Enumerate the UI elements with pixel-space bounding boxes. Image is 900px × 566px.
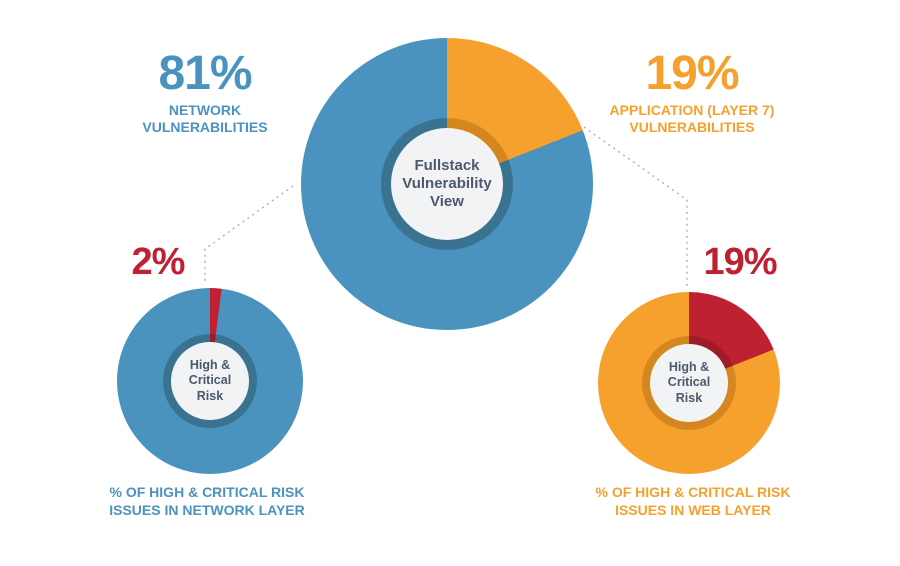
application-callout: 19% APPLICATION (LAYER 7) VULNERABILITIE… [594, 47, 790, 136]
web-risk-donut-center-label: High & Critical Risk [667, 360, 711, 405]
web-risk-donut: High & Critical Risk [598, 292, 780, 474]
fullstack-donut-center-label: Fullstack Vulnerability View [402, 156, 492, 211]
connector-right-line [583, 126, 688, 286]
network-risk-donut: High & Critical Risk [117, 288, 303, 474]
web-risk-donut-center: High & Critical Risk [650, 344, 728, 422]
network-layer-caption: % OF HIGH & CRITICAL RISK ISSUES IN NETW… [109, 484, 305, 519]
application-percent: 19% [645, 47, 739, 100]
fullstack-vulnerability-donut: Fullstack Vulnerability View [301, 38, 593, 330]
connector-left-line [204, 185, 294, 282]
network-risk-donut-center: High & Critical Risk [171, 342, 249, 420]
network-callout: 81% NETWORK VULNERABILITIES [110, 47, 300, 136]
web-layer-caption: % OF HIGH & CRITICAL RISK ISSUES IN WEB … [595, 484, 791, 519]
web-risk-percent: 19% [703, 241, 777, 283]
network-label: NETWORK VULNERABILITIES [142, 102, 268, 136]
network-percent: 81% [158, 47, 252, 100]
fullstack-donut-center: Fullstack Vulnerability View [391, 128, 503, 240]
network-risk-percent: 2% [131, 241, 186, 283]
application-label: APPLICATION (LAYER 7) VULNERABILITIES [609, 102, 775, 136]
network-risk-donut-center-label: High & Critical Risk [188, 358, 232, 403]
